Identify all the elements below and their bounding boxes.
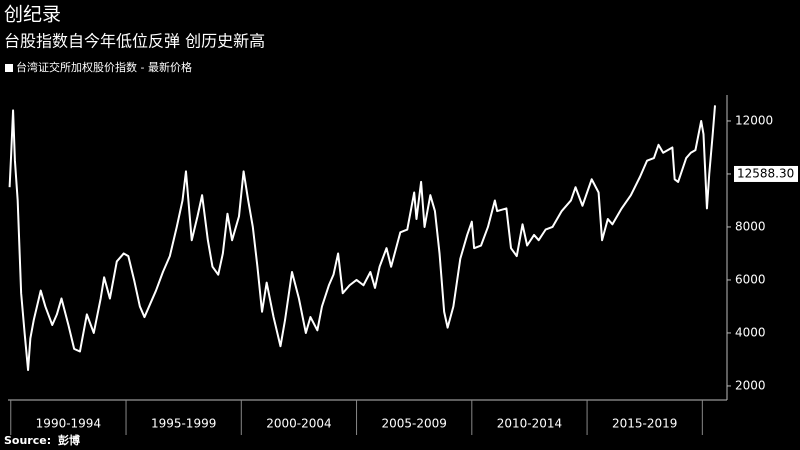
last-value-label: 12588.30 (737, 166, 794, 180)
x-category-label: 2000-2004 (266, 417, 331, 431)
series-line (8, 105, 717, 372)
chart-title: 创纪录 (4, 4, 61, 26)
y-tick-label: 2000 (735, 378, 766, 392)
y-tick-label: 4000 (735, 325, 766, 339)
x-category-label: 1995-1999 (151, 417, 216, 431)
last-value-box (734, 165, 798, 182)
source-label: Source: (4, 434, 51, 447)
y-tick-label: 8000 (735, 219, 766, 233)
legend-label: 台湾证交所加权股价指数 - 最新价格 (16, 60, 192, 74)
x-category-label: 2005-2009 (381, 417, 446, 431)
x-category-label: 1990-1994 (36, 417, 101, 431)
x-category-label: 2015-2019 (612, 417, 677, 431)
last-value-tag: 12588.30 (734, 165, 798, 182)
chart-subtitle: 台股指数自今年低位反弹 创历史新高 (4, 32, 265, 51)
y-tick-label: 12000 (735, 113, 773, 127)
source: 彭博 (58, 433, 80, 447)
legend-swatch (5, 64, 13, 72)
y-tick-label: 6000 (735, 272, 766, 286)
x-category-label: 2010-2014 (497, 417, 562, 431)
